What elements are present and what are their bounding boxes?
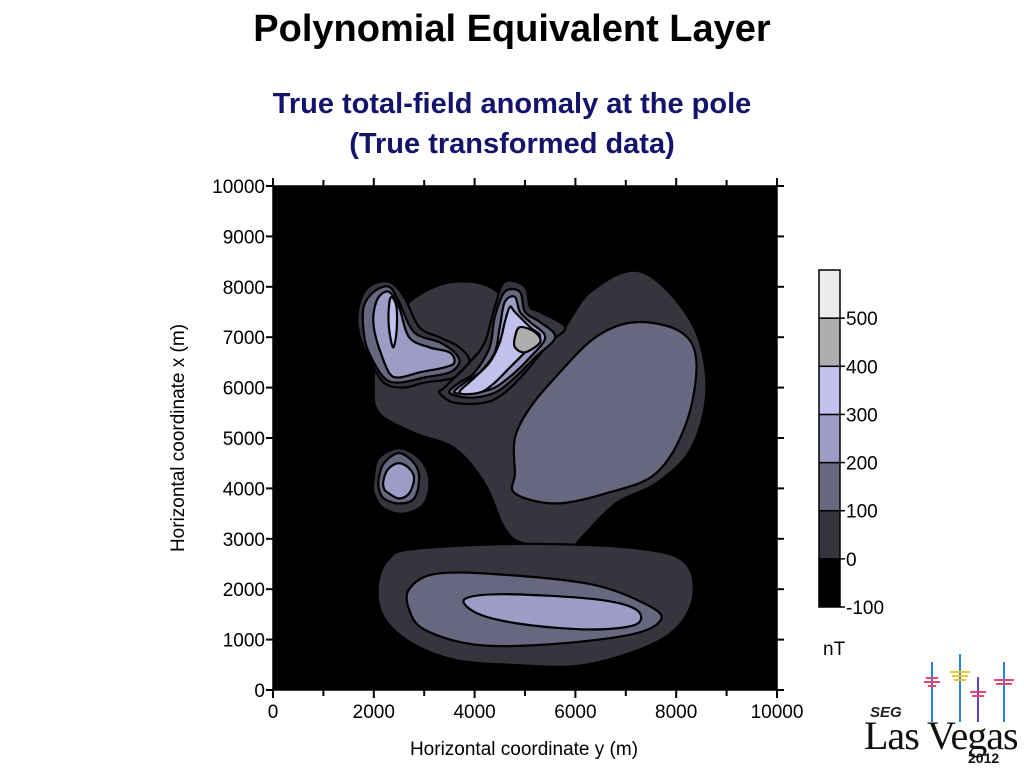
- contour-regions: [356, 269, 708, 668]
- x-axis-title: Horizontal coordinate y (m): [410, 739, 638, 760]
- colorbar-swatch: [818, 365, 841, 416]
- seismic-trace-icon: [924, 654, 1014, 722]
- colorbar-swatch: [818, 413, 841, 464]
- colorbar-swatch: [818, 461, 841, 512]
- y-tick-label: 6000: [223, 379, 265, 400]
- y-tick-label: 0: [254, 681, 265, 702]
- colorbar-label: 200: [846, 454, 878, 475]
- seg-las-vegas-logo: SEG Las Vegas 2012: [862, 652, 1024, 768]
- y-tick-label: 1000: [223, 631, 265, 652]
- colorbar-label: 0: [846, 550, 857, 571]
- colorbar-swatch: [818, 509, 841, 560]
- x-tick-label: 10000: [751, 702, 804, 723]
- y-tick-label: 2000: [223, 580, 265, 601]
- chart-subtitle-line-1: True total-field anomaly at the pole: [272, 88, 752, 120]
- logo-city: Las Vegas: [864, 713, 1019, 758]
- colorbar-label: 400: [846, 357, 878, 378]
- colorbar-swatch: [818, 269, 841, 319]
- x-tick-label: 8000: [655, 702, 697, 723]
- colorbar-label: -100: [846, 598, 884, 619]
- colorbar: -100 0 100 200 300 400 500: [818, 269, 884, 619]
- colorbar-unit-label: nT: [823, 639, 846, 660]
- x-tick-label: 2000: [353, 702, 395, 723]
- y-tick-label: 4000: [223, 479, 265, 500]
- y-tick-label: 8000: [223, 278, 265, 299]
- colorbar-label: 500: [846, 309, 878, 330]
- colorbar-label: 300: [846, 405, 878, 426]
- chart-subtitle-line-2: (True transformed data): [349, 128, 675, 160]
- contour-left-top-blob-300: [387, 295, 399, 349]
- contour-bottom-body-200: [462, 593, 643, 631]
- y-axis-title: Horizontal coordinate x (m): [168, 324, 189, 552]
- contour-small-blob-200: [382, 462, 416, 500]
- y-tick-label: 3000: [223, 530, 265, 551]
- logo-org: SEG: [870, 704, 902, 721]
- y-tick-label: 10000: [212, 177, 265, 198]
- chart-subtitle: True total-field anomaly at the pole (Tr…: [0, 84, 1024, 164]
- y-tick-label: 7000: [223, 328, 265, 349]
- y-tick-label: 5000: [223, 429, 265, 450]
- colorbar-label: 100: [846, 502, 878, 523]
- page-title: Polynomial Equivalent Layer: [253, 8, 771, 50]
- plot-area: [273, 186, 777, 690]
- x-tick-label: 4000: [453, 702, 495, 723]
- contour-diagonal-body-100: [510, 320, 698, 505]
- axes: 0 2000 4000 6000 8000 10000 0 1000 2000 3000 4000 5…: [212, 177, 803, 723]
- x-tick-label: 0: [268, 702, 279, 723]
- contour-middle-blob-400: [512, 325, 542, 354]
- x-tick-label: 6000: [554, 702, 596, 723]
- y-tick-label: 9000: [223, 227, 265, 248]
- colorbar-swatch: [818, 558, 841, 608]
- colorbar-swatch: [818, 317, 841, 368]
- logo-year: 2012: [968, 750, 1000, 766]
